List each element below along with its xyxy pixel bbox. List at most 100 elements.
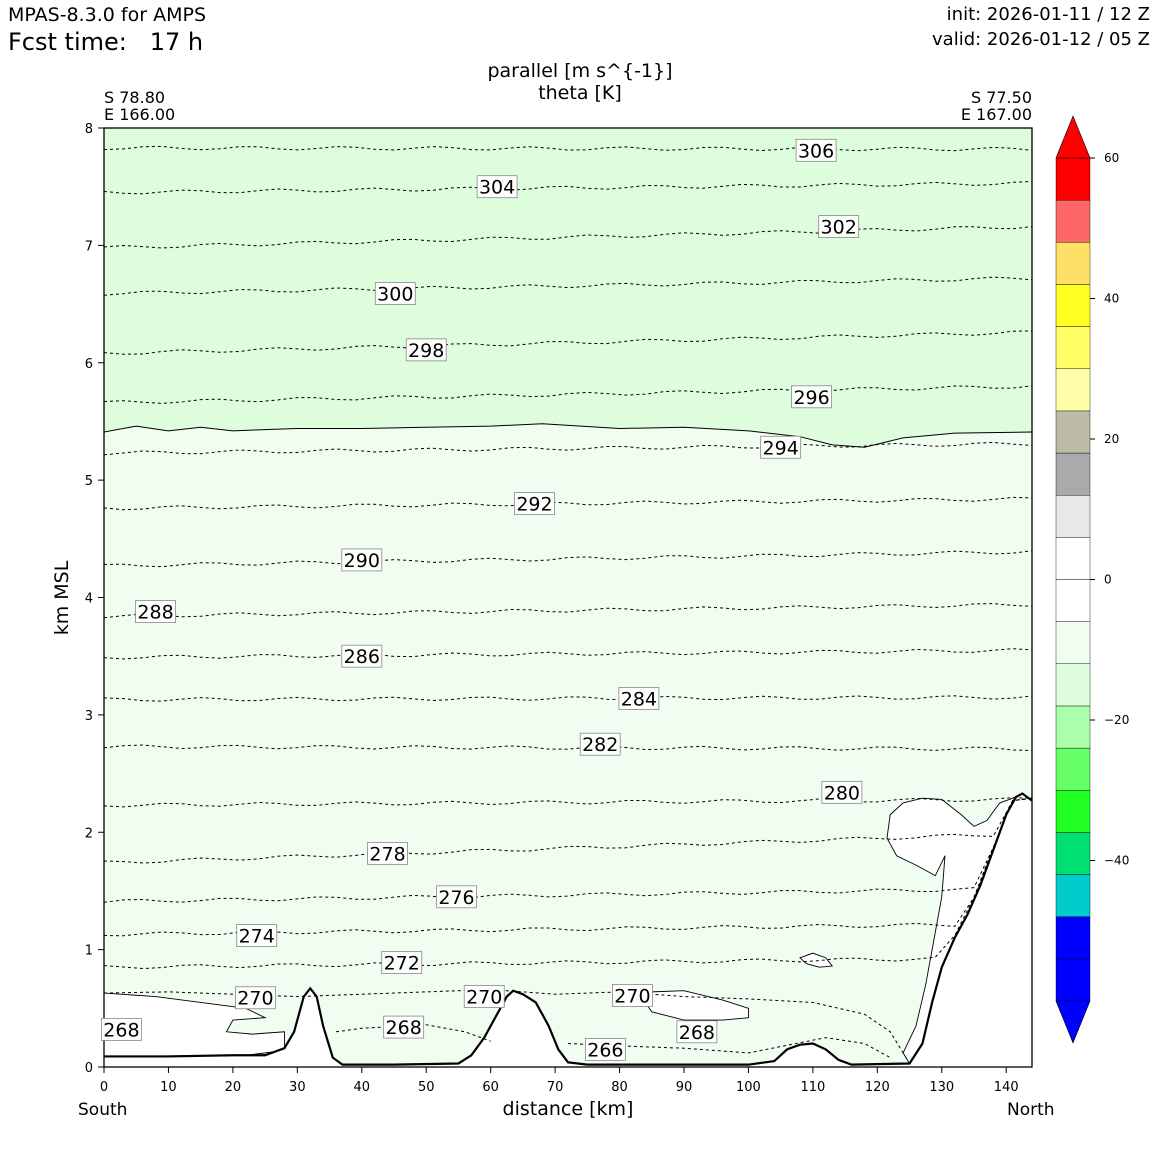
theta-contour-282 — [104, 744, 1032, 751]
y-tick-label: 8 — [85, 122, 93, 137]
contour-label-box — [341, 644, 383, 668]
contour-label-box — [795, 138, 837, 162]
x-axis-label: distance [km] — [502, 1098, 634, 1120]
contour-label: 270 — [614, 985, 650, 1007]
contour-label-box — [584, 1037, 626, 1061]
contour-label: 280 — [824, 782, 860, 804]
contour-label-box — [436, 885, 477, 909]
contour-label-box — [514, 492, 555, 516]
x-tick-label: 120 — [865, 1080, 890, 1095]
start-direction: South — [78, 1100, 128, 1120]
y-tick-label: 6 — [85, 357, 93, 372]
colorbar-swatch — [1055, 790, 1091, 833]
colorbar-swatch — [1055, 242, 1091, 285]
x-tick-label: 130 — [929, 1080, 954, 1095]
y-tick-label: 3 — [85, 709, 93, 724]
zero-contour-upper — [104, 423, 1032, 448]
contour-label-box — [463, 985, 505, 1008]
colorbar-swatch — [1055, 747, 1091, 791]
x-tick-label: 90 — [676, 1080, 693, 1095]
zero-region-3 — [799, 952, 834, 968]
y-tick-label: 2 — [85, 826, 93, 841]
colorbar-swatch — [1055, 916, 1091, 960]
terrain-line — [104, 792, 1032, 1066]
colorbar-swatch — [1055, 410, 1091, 454]
theta-contour-298 — [104, 330, 1032, 355]
theta-contour-292 — [104, 496, 1032, 511]
x-tick-label: 30 — [289, 1080, 306, 1095]
colorbar-swatch — [1055, 705, 1091, 749]
theta-contour-276 — [104, 797, 1032, 903]
x-tick-label: 40 — [354, 1080, 371, 1095]
theta-contour-280 — [104, 797, 1032, 808]
end-direction: North — [1007, 1100, 1055, 1120]
x-tick-label: 20 — [225, 1080, 242, 1095]
fill-field-title: parallel [m s^{-1}] — [487, 60, 673, 82]
colorbar: 60 40 20 0 −20 −40 — [1055, 115, 1129, 1044]
colorbar-swatch — [1055, 663, 1091, 707]
contour-label: 268 — [679, 1022, 715, 1044]
contour-label: 306 — [798, 140, 834, 162]
x-tick-label: 70 — [547, 1080, 564, 1095]
contour-label-box — [383, 1015, 425, 1039]
colorbar-swatch — [1055, 832, 1091, 875]
contour-label: 292 — [516, 494, 552, 516]
contour-label: 268 — [386, 1017, 422, 1039]
x-tick-label: 50 — [418, 1080, 435, 1095]
colorbar-swatch — [1055, 958, 1091, 1002]
fcst-label: Fcst time: — [8, 28, 127, 56]
contour-label: 290 — [344, 550, 380, 572]
contour-label-box — [374, 282, 416, 305]
contour-label-box — [236, 924, 278, 947]
contour-label: 300 — [377, 283, 413, 305]
contour-label: 268 — [103, 1019, 139, 1041]
x-tick-label: 110 — [800, 1080, 825, 1095]
contour-label-box — [612, 984, 653, 1007]
section-end-coords: S 77.50 E 167.00 — [961, 89, 1032, 123]
contour-label: 282 — [582, 734, 618, 756]
valid-time: valid: 2026-01-12 / 05 Z — [932, 29, 1150, 50]
x-tick-label: 0 — [100, 1080, 108, 1095]
contour-label-box — [101, 1018, 142, 1041]
contour-label: 304 — [479, 177, 515, 199]
y-tick-label: 7 — [85, 239, 93, 254]
contour-label: 294 — [763, 437, 799, 459]
contour-label: 296 — [793, 387, 829, 409]
contour-label-box — [579, 732, 621, 756]
y-tick-label: 5 — [85, 474, 93, 489]
x-tick-label: 140 — [994, 1080, 1019, 1095]
contour-label: 274 — [239, 926, 275, 948]
contour-label: 288 — [137, 602, 173, 624]
init-time: init: 2026-01-11 / 12 Z — [946, 4, 1150, 25]
contour-label-box — [821, 780, 863, 804]
colorbar-swatch — [1055, 284, 1091, 327]
zero-region-4 — [644, 990, 749, 1021]
forecast-time: Fcst time: 17 h — [8, 28, 203, 56]
contour-label: 270 — [237, 988, 273, 1010]
theta-contour-278 — [104, 797, 1032, 864]
theta-contour-low-2 — [335, 1024, 491, 1042]
theta-contour-290 — [104, 550, 1032, 568]
theta-contour-284 — [104, 695, 1032, 702]
x-tick-label: 10 — [160, 1080, 177, 1095]
contour-label: 302 — [821, 217, 857, 239]
contour-label-box — [367, 841, 408, 865]
colorbar-swatch — [1055, 495, 1091, 538]
y-tick-label: 1 — [85, 944, 93, 959]
contour-label-box — [135, 600, 176, 623]
contour-label-box — [476, 175, 518, 199]
colorbar-swatch — [1055, 157, 1091, 201]
contour-field-title: theta [K] — [538, 82, 622, 104]
theta-contour-304 — [104, 181, 1032, 195]
contour-label: 286 — [344, 646, 380, 668]
contour-label-box — [405, 338, 447, 362]
contour-label-box — [760, 435, 802, 459]
colorbar-min-extend — [1055, 1000, 1091, 1044]
contour-label: 266 — [587, 1039, 623, 1061]
x-tick-label: 60 — [482, 1080, 499, 1095]
theta-contour-274 — [104, 797, 1032, 937]
end-lat: S 77.50 — [970, 88, 1032, 107]
contour-label-box — [791, 385, 832, 409]
contour-label: 276 — [438, 887, 474, 909]
